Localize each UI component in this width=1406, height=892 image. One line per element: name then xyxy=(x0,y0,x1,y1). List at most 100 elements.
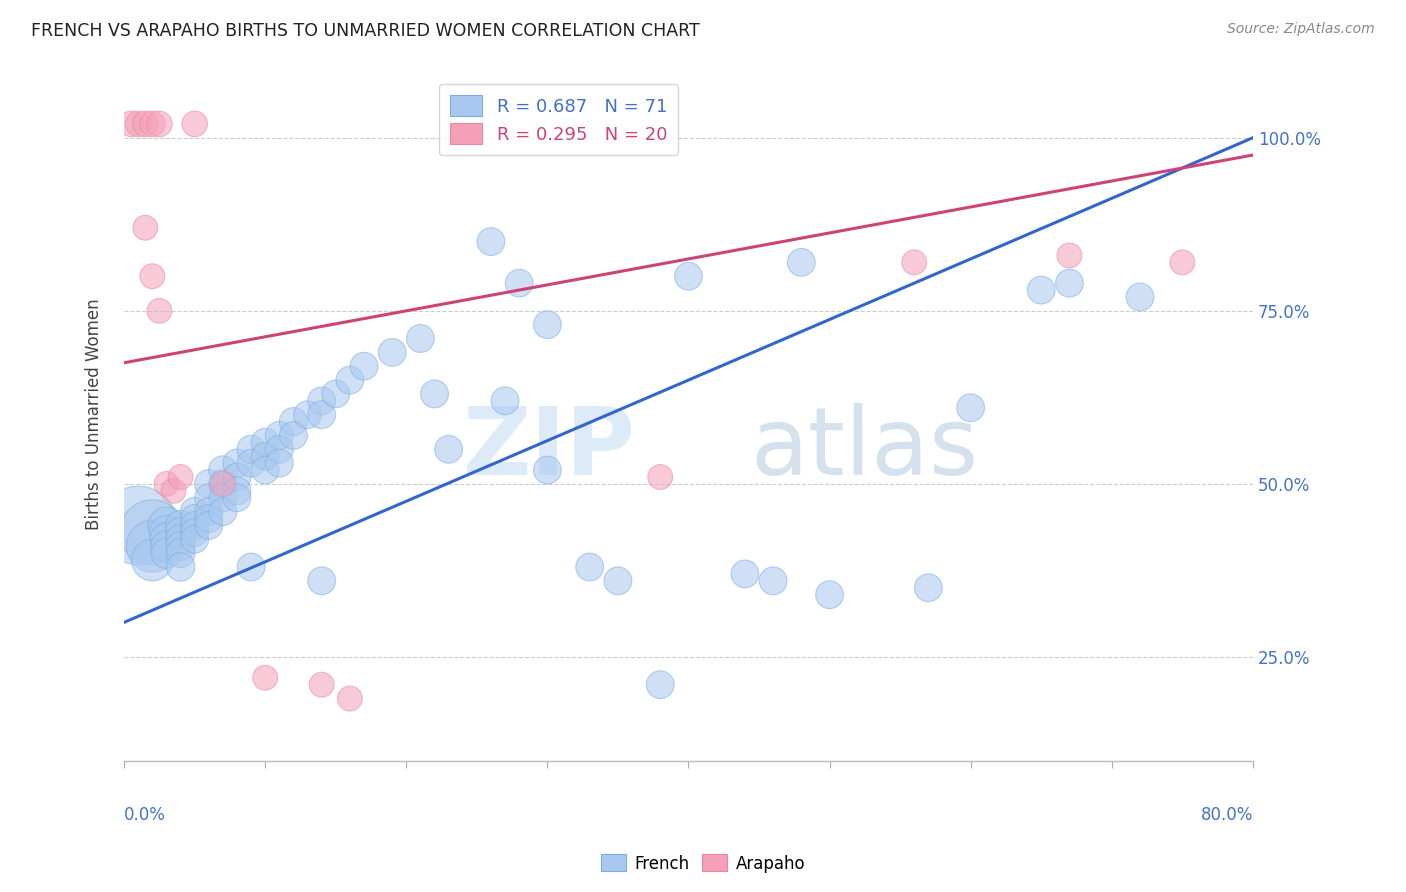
Point xyxy=(134,117,156,131)
Point xyxy=(959,401,981,415)
Point xyxy=(1059,248,1081,262)
Point xyxy=(155,525,177,540)
Point xyxy=(650,678,672,692)
Point xyxy=(155,539,177,553)
Point xyxy=(1031,283,1053,297)
Point xyxy=(169,518,191,533)
Point xyxy=(148,303,170,318)
Point xyxy=(169,533,191,547)
Text: 0.0%: 0.0% xyxy=(124,805,166,824)
Text: atlas: atlas xyxy=(751,403,979,495)
Point xyxy=(197,505,219,519)
Point xyxy=(148,117,170,131)
Point xyxy=(311,393,333,408)
Point xyxy=(127,518,149,533)
Point xyxy=(254,435,277,450)
Point xyxy=(183,533,205,547)
Point xyxy=(169,560,191,574)
Point xyxy=(212,505,235,519)
Point xyxy=(734,566,756,581)
Point xyxy=(141,525,163,540)
Point xyxy=(607,574,630,588)
Point xyxy=(141,269,163,284)
Point xyxy=(1129,290,1152,304)
Point xyxy=(578,560,600,574)
Point xyxy=(183,525,205,540)
Point xyxy=(339,691,361,706)
Point xyxy=(339,373,361,387)
Point xyxy=(155,518,177,533)
Point xyxy=(141,117,163,131)
Point xyxy=(678,269,700,284)
Point xyxy=(311,678,333,692)
Point xyxy=(169,546,191,560)
Point xyxy=(226,483,249,498)
Point xyxy=(169,539,191,553)
Point xyxy=(423,387,446,401)
Point xyxy=(903,255,925,269)
Point xyxy=(240,560,263,574)
Point xyxy=(437,442,460,457)
Point xyxy=(283,415,305,429)
Point xyxy=(479,235,502,249)
Point xyxy=(762,574,785,588)
Text: 80.0%: 80.0% xyxy=(1201,805,1253,824)
Point xyxy=(197,518,219,533)
Point xyxy=(283,428,305,442)
Point xyxy=(240,442,263,457)
Point xyxy=(311,408,333,422)
Point xyxy=(254,463,277,477)
Point xyxy=(409,332,432,346)
Point xyxy=(197,476,219,491)
Point xyxy=(127,117,149,131)
Point xyxy=(183,511,205,525)
Y-axis label: Births to Unmarried Women: Births to Unmarried Women xyxy=(86,299,103,531)
Point xyxy=(325,387,347,401)
Point xyxy=(155,546,177,560)
Point xyxy=(269,456,291,470)
Point xyxy=(790,255,813,269)
Point xyxy=(155,533,177,547)
Point xyxy=(197,511,219,525)
Point xyxy=(917,581,939,595)
Point xyxy=(183,518,205,533)
Point xyxy=(240,456,263,470)
Point xyxy=(536,318,558,332)
Point xyxy=(536,463,558,477)
Point xyxy=(212,476,235,491)
Point xyxy=(169,470,191,484)
Point xyxy=(197,491,219,505)
Point xyxy=(650,470,672,484)
Point xyxy=(162,483,184,498)
Legend: French, Arapaho: French, Arapaho xyxy=(593,847,813,880)
Point xyxy=(169,525,191,540)
Point xyxy=(183,117,205,131)
Point xyxy=(212,463,235,477)
Point xyxy=(134,220,156,235)
Point xyxy=(226,470,249,484)
Legend: R = 0.687   N = 71, R = 0.295   N = 20: R = 0.687 N = 71, R = 0.295 N = 20 xyxy=(439,85,678,155)
Point xyxy=(381,345,404,359)
Point xyxy=(141,553,163,567)
Text: ZIP: ZIP xyxy=(463,403,636,495)
Point xyxy=(1171,255,1194,269)
Point xyxy=(353,359,375,374)
Point xyxy=(494,393,516,408)
Point xyxy=(141,539,163,553)
Point xyxy=(226,456,249,470)
Point xyxy=(226,491,249,505)
Point xyxy=(1059,276,1081,290)
Point xyxy=(120,117,142,131)
Point xyxy=(155,476,177,491)
Point xyxy=(254,671,277,685)
Point xyxy=(183,505,205,519)
Point xyxy=(269,428,291,442)
Text: FRENCH VS ARAPAHO BIRTHS TO UNMARRIED WOMEN CORRELATION CHART: FRENCH VS ARAPAHO BIRTHS TO UNMARRIED WO… xyxy=(31,22,700,40)
Point xyxy=(818,588,841,602)
Point xyxy=(269,442,291,457)
Point xyxy=(212,491,235,505)
Text: Source: ZipAtlas.com: Source: ZipAtlas.com xyxy=(1227,22,1375,37)
Point xyxy=(254,449,277,463)
Point xyxy=(297,408,319,422)
Point xyxy=(311,574,333,588)
